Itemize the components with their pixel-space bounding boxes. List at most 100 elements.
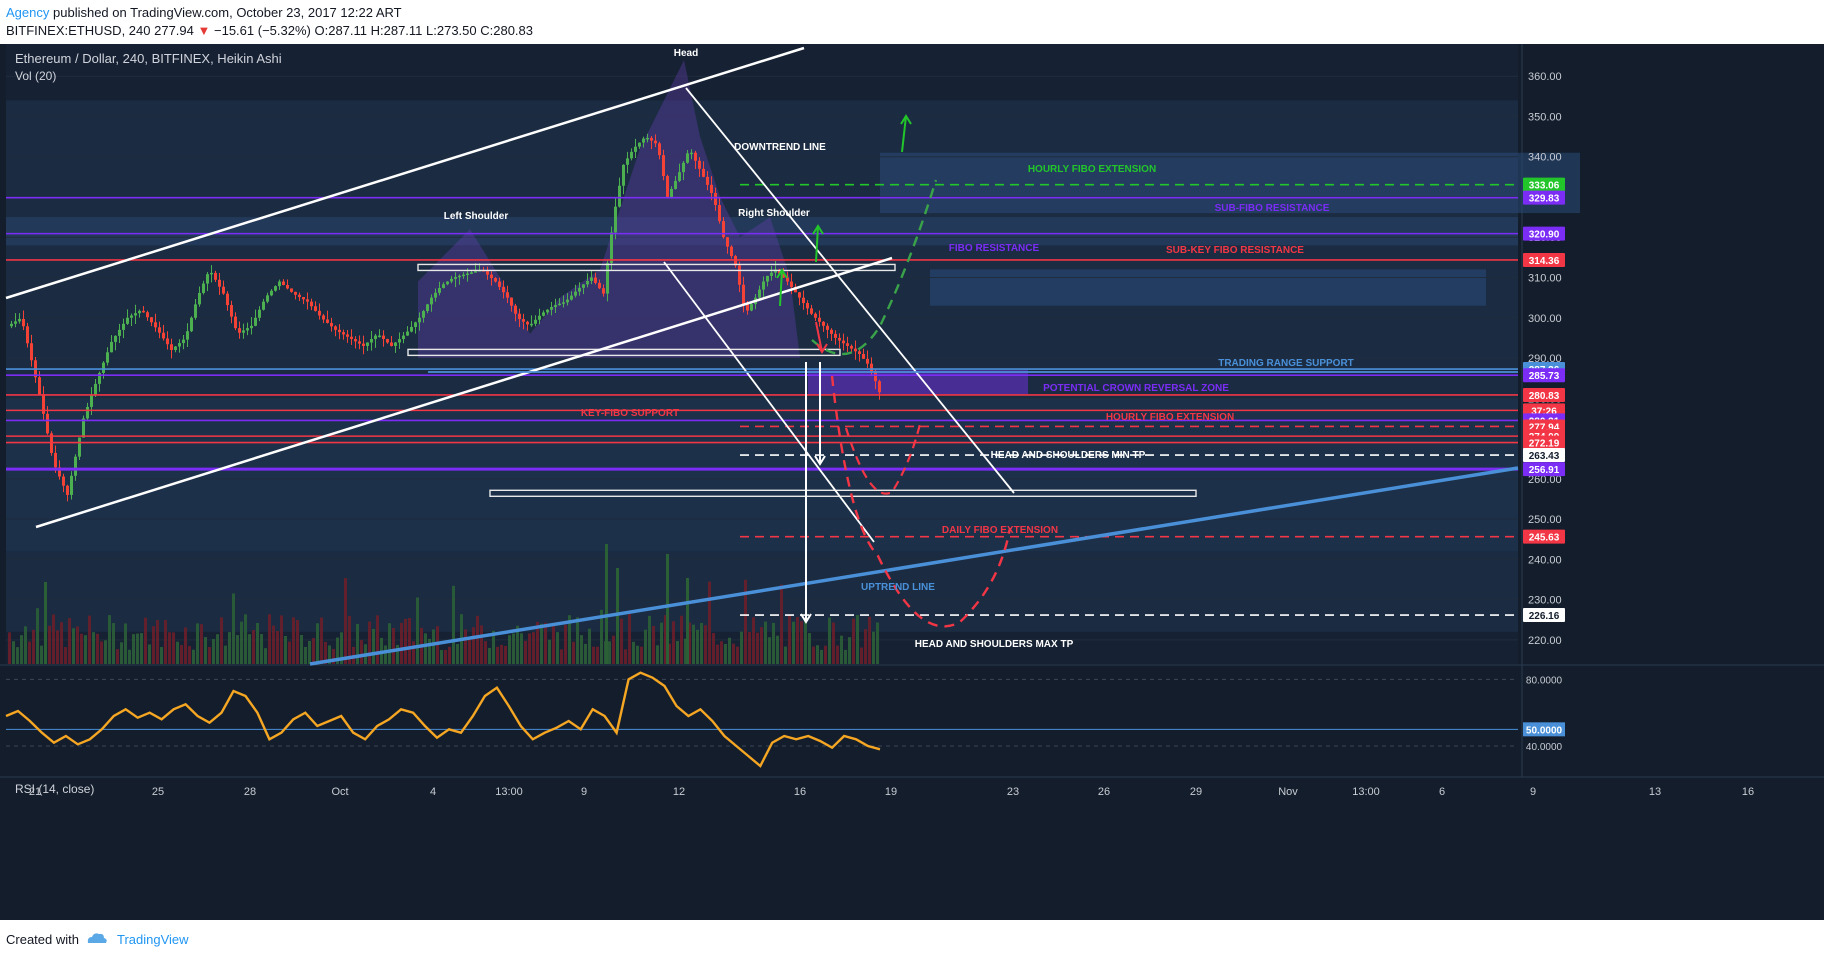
- candle-body: [582, 284, 585, 288]
- candle-body: [66, 485, 69, 495]
- candle-body: [790, 281, 793, 287]
- candle-body: [698, 160, 701, 169]
- volume-bar: [680, 615, 683, 664]
- candle-body: [622, 164, 625, 186]
- volume-bar: [8, 632, 11, 664]
- volume-bar: [180, 645, 183, 664]
- candle-body: [238, 328, 241, 333]
- annotation-label: HEAD AND SHOULDERS MAX TP: [915, 639, 1074, 650]
- candle-body: [10, 323, 13, 327]
- green-arrow-head: [900, 114, 912, 125]
- tradingview-link[interactable]: TradingView: [117, 932, 189, 947]
- volume-bar: [732, 643, 735, 664]
- chart-area[interactable]: Head Left Shoulder Right Shoulder DOWNTREND…: [0, 44, 1824, 920]
- shaded-zone: [880, 152, 1580, 214]
- tradingview-logo-icon: [87, 933, 107, 943]
- volume-bar: [116, 649, 119, 664]
- last-price: 277.94: [154, 23, 194, 38]
- volume-bar: [444, 649, 447, 664]
- projection-red-curve: [830, 375, 1012, 628]
- candle-body: [406, 331, 409, 336]
- candle-body: [142, 310, 145, 313]
- candle-body: [78, 437, 81, 457]
- created-with-text: Created with: [6, 932, 79, 947]
- level-price-label: 280.83: [1529, 391, 1560, 402]
- volume-bar: [764, 621, 767, 664]
- volume-bar: [36, 608, 39, 664]
- volume-bar: [788, 614, 791, 664]
- volume-bar: [240, 621, 243, 664]
- volume-bar: [692, 624, 695, 664]
- level-price-label: 285.73: [1529, 371, 1560, 382]
- volume-bar: [576, 617, 579, 664]
- candle-body: [610, 232, 613, 264]
- volume-bar: [756, 632, 759, 664]
- volume-bar: [628, 614, 631, 664]
- time-tick-label: 12: [673, 786, 685, 798]
- candle-body: [518, 313, 521, 320]
- volume-bar: [296, 620, 299, 664]
- candle-body: [638, 142, 641, 147]
- candle-body: [534, 319, 537, 324]
- annotation-label: SUB-FIBO RESISTANCE: [1215, 203, 1330, 214]
- candle-body: [866, 358, 869, 364]
- candle-body: [126, 317, 129, 324]
- volume-bar: [624, 649, 627, 664]
- volume-bar: [804, 619, 807, 664]
- head-and-shoulders-pattern: [418, 60, 800, 359]
- volume-bar: [720, 641, 723, 664]
- candle-body: [82, 418, 85, 438]
- candle-body: [506, 292, 509, 298]
- volume-bar: [528, 633, 531, 664]
- price-change: −15.61 (−5.32%): [214, 23, 311, 38]
- candle-body: [270, 290, 273, 296]
- candle-body: [162, 332, 165, 339]
- volume-bar: [220, 617, 223, 664]
- time-tick-label: 9: [1530, 786, 1536, 798]
- candle-body: [202, 283, 205, 293]
- volume-bar: [348, 615, 351, 664]
- candle-body: [342, 332, 345, 335]
- candle-body: [190, 317, 193, 332]
- volume-bar: [88, 615, 91, 664]
- volume-bar: [184, 627, 187, 664]
- candle-body: [254, 317, 257, 326]
- volume-bar: [304, 646, 307, 664]
- author-link[interactable]: Agency: [6, 5, 50, 20]
- volume-bar: [328, 645, 331, 664]
- candle-body: [310, 301, 313, 307]
- candle-body: [258, 309, 261, 318]
- ohlc-values: O:287.11 H:287.11 L:273.50 C:280.83: [314, 23, 534, 38]
- annotation-label: HOURLY FIBO EXTENSION: [1106, 412, 1234, 423]
- candle-body: [462, 274, 465, 277]
- volume-bar: [608, 641, 611, 664]
- candle-body: [514, 305, 517, 314]
- volume-bar: [324, 641, 327, 664]
- candle-body: [194, 304, 197, 318]
- candle-body: [214, 272, 217, 280]
- volume-bar: [232, 593, 235, 664]
- volume-bar: [112, 623, 115, 664]
- volume-bar: [660, 622, 663, 664]
- volume-bar: [768, 637, 771, 664]
- candle-body: [106, 352, 109, 363]
- candle-body: [446, 281, 449, 285]
- candle-body: [242, 330, 245, 333]
- volume-bar: [216, 634, 219, 664]
- volume-bar: [464, 629, 467, 664]
- volume-bar: [844, 649, 847, 664]
- level-price-label: 226.16: [1529, 611, 1560, 622]
- candle-body: [58, 467, 61, 477]
- time-tick-label: 16: [1742, 786, 1754, 798]
- candle-body: [526, 321, 529, 325]
- annotation-label: FIBO RESISTANCE: [949, 243, 1040, 254]
- upper-channel-line: [5, 46, 805, 300]
- volume-bar: [848, 637, 851, 664]
- time-tick-label: 21: [29, 786, 41, 798]
- candle-body: [282, 281, 285, 285]
- candle-body: [542, 312, 545, 316]
- candle-body: [422, 311, 425, 318]
- volume-bar: [120, 642, 123, 664]
- candle-body: [466, 273, 469, 275]
- candle-body: [330, 322, 333, 327]
